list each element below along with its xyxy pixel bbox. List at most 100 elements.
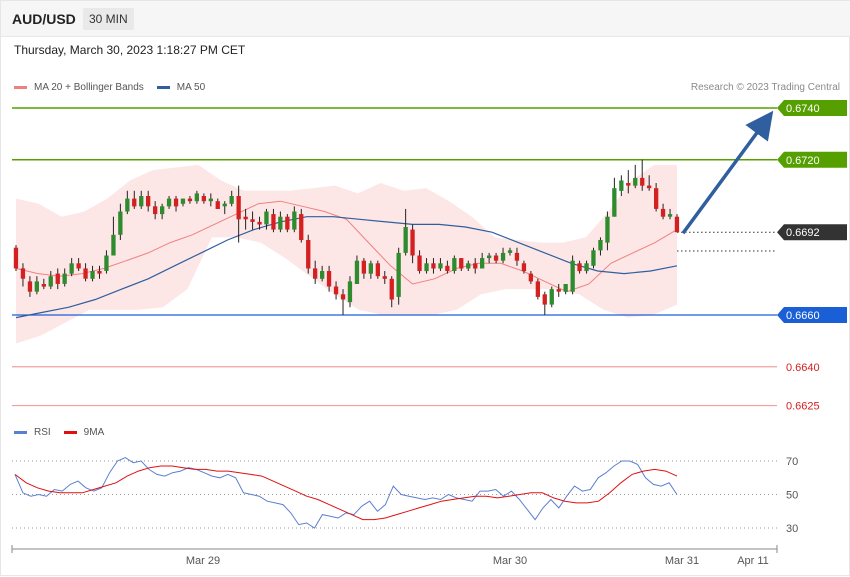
- candle-body: [153, 206, 158, 215]
- candle-body: [633, 177, 638, 186]
- candle-body: [612, 188, 617, 217]
- candle-body: [146, 196, 151, 207]
- level-tag-0.6640: 0.6640: [786, 362, 820, 374]
- ma50-line: [15, 216, 678, 319]
- candle-body: [389, 278, 394, 300]
- candle-body: [480, 258, 485, 269]
- rsi-line: [14, 457, 678, 529]
- price-levels: [12, 107, 777, 407]
- candle-body: [118, 211, 123, 235]
- candle-body: [250, 219, 255, 222]
- legend-item-9ma: 9MA: [63, 427, 104, 438]
- candle-body: [521, 263, 527, 272]
- candle-body: [208, 198, 213, 202]
- candle-body: [62, 273, 67, 284]
- candle-body: [34, 281, 39, 292]
- candle-body: [507, 250, 513, 253]
- candle-body: [264, 211, 269, 225]
- candle-body: [619, 180, 624, 191]
- candle-body: [459, 258, 464, 269]
- forecast-arrow-line: [681, 110, 774, 235]
- level-tag-0.6660: 0.6660: [786, 310, 820, 322]
- candle-body: [229, 196, 234, 204]
- timestamp: Thursday, March 30, 2023 1:18:27 PM CET: [14, 43, 246, 57]
- candle-body: [41, 284, 46, 287]
- candle-body: [535, 281, 540, 297]
- candle-body: [500, 252, 506, 261]
- candle-body: [139, 196, 144, 207]
- candle-body: [55, 273, 60, 284]
- candle-body: [236, 196, 241, 220]
- legend-item-ma20: MA 20 + Bollinger Bands: [14, 82, 144, 93]
- x-tick-label: Mar 31: [665, 555, 699, 567]
- candle-body: [549, 289, 554, 305]
- candle-body: [160, 206, 165, 215]
- candle-body: [466, 263, 471, 269]
- candle-body: [577, 263, 582, 272]
- candle-body: [403, 227, 408, 253]
- candle-body: [354, 260, 360, 284]
- candle-body: [528, 273, 533, 282]
- candle-body: [243, 216, 248, 220]
- candle-body: [556, 289, 561, 292]
- candle-body: [584, 263, 589, 272]
- candle-body: [215, 201, 220, 209]
- candle-body: [173, 198, 179, 207]
- symbol-label: AUD/USD: [12, 11, 76, 27]
- candle-body: [278, 216, 283, 230]
- bollinger-bands: [16, 164, 677, 344]
- candle-body: [299, 214, 304, 240]
- level-tag-0.6625: 0.6625: [786, 401, 820, 413]
- header-bar: AUD/USD 30 MIN: [1, 1, 850, 37]
- rsi-panel: 70 50 30: [12, 456, 798, 535]
- legend-label-ma50: MA 50: [176, 82, 206, 93]
- rsi-level-label-30: 30: [786, 523, 798, 535]
- x-tick-label: Apr 11: [737, 555, 769, 567]
- candle-body: [445, 265, 450, 271]
- candle-body: [438, 263, 443, 269]
- candle-body: [27, 281, 33, 292]
- x-axis: Mar 29 Mar 30 Mar 31 Apr 11: [11, 545, 778, 567]
- candle-body: [493, 255, 499, 261]
- candle-body: [347, 281, 353, 303]
- candle-body: [570, 260, 575, 292]
- level-tag-0.6740: 0.6740: [786, 103, 820, 115]
- candle-body: [563, 284, 568, 292]
- legend-item-ma50: MA 50: [156, 82, 206, 93]
- legend-label-ma20: MA 20 + Bollinger Bands: [34, 82, 144, 93]
- candle-body: [90, 271, 95, 279]
- candle-body: [410, 229, 415, 256]
- candle-body: [674, 216, 680, 233]
- candle-body: [598, 240, 603, 251]
- interval-badge[interactable]: 30 MIN: [83, 8, 134, 30]
- candle-body: [431, 263, 436, 269]
- x-tick-label: Mar 29: [186, 555, 220, 567]
- candle-body: [83, 268, 88, 279]
- level-tag-bg-0.6660: [777, 307, 847, 323]
- candle-body: [285, 216, 290, 230]
- candle-body: [667, 214, 673, 217]
- candle-body: [417, 255, 422, 271]
- level-tag-0.6720: 0.6720: [786, 155, 820, 167]
- candle-body: [257, 221, 262, 225]
- candle-body: [306, 240, 311, 269]
- legend-label-rsi: RSI: [34, 427, 51, 438]
- level-tag-bg-0.6692: [777, 224, 847, 241]
- candle-body: [514, 252, 520, 261]
- candle-body: [166, 198, 172, 207]
- candle-body: [396, 252, 401, 297]
- level-tag-bg-0.6740: [777, 100, 847, 116]
- candle-body: [382, 276, 387, 279]
- candle-body: [591, 250, 596, 266]
- rsi-legend: RSI 9MA: [14, 427, 117, 438]
- candle-body: [473, 263, 478, 269]
- candle-body: [647, 185, 652, 189]
- candle-body: [487, 255, 492, 259]
- candle-body: [654, 188, 659, 209]
- level-tag-bg-0.6720: [777, 151, 847, 168]
- legend-swatch-9ma: [63, 431, 77, 434]
- candle-body: [132, 198, 137, 207]
- candle-body: [361, 260, 366, 274]
